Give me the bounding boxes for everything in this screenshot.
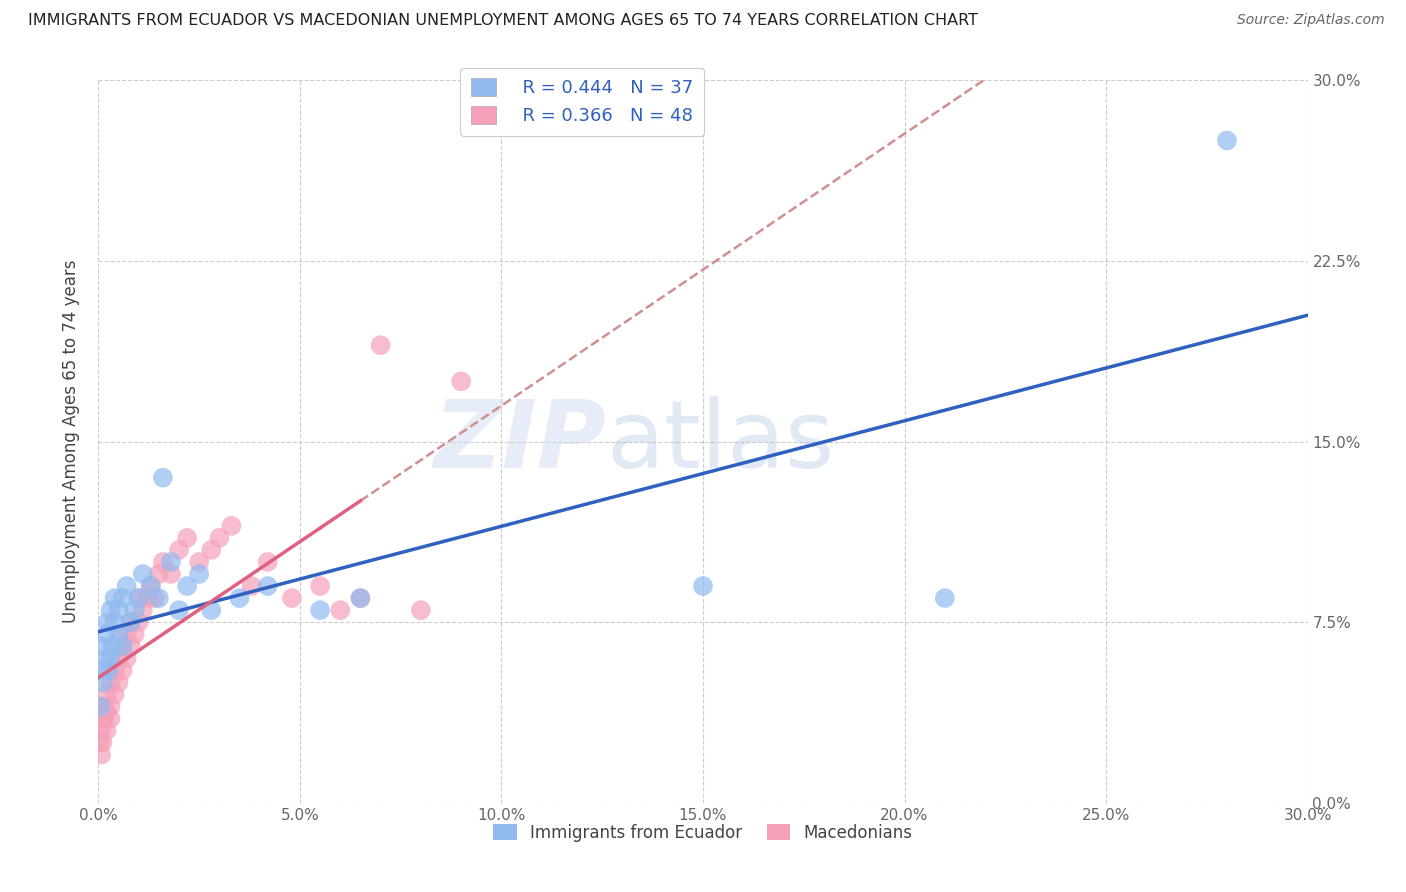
- Point: [370, 338, 392, 352]
- Point: [120, 615, 142, 630]
- Text: Source: ZipAtlas.com: Source: ZipAtlas.com: [1237, 13, 1385, 28]
- Point: [111, 591, 134, 605]
- Point: [89, 699, 111, 714]
- Point: [139, 579, 162, 593]
- Point: [160, 555, 183, 569]
- Point: [132, 567, 155, 582]
- Point: [349, 591, 371, 605]
- Point: [103, 687, 125, 701]
- Legend: Immigrants from Ecuador, Macedonians: Immigrants from Ecuador, Macedonians: [486, 817, 920, 848]
- Point: [135, 591, 157, 605]
- Point: [100, 699, 122, 714]
- Text: atlas: atlas: [606, 395, 835, 488]
- Point: [101, 639, 124, 653]
- Point: [100, 675, 122, 690]
- Point: [256, 579, 278, 593]
- Point: [176, 531, 198, 545]
- Point: [176, 579, 198, 593]
- Point: [409, 603, 432, 617]
- Point: [120, 639, 142, 653]
- Point: [128, 591, 150, 605]
- Point: [200, 542, 222, 557]
- Point: [93, 639, 115, 653]
- Point: [148, 567, 170, 582]
- Point: [103, 664, 125, 678]
- Point: [90, 747, 112, 762]
- Point: [309, 579, 332, 593]
- Point: [107, 651, 129, 665]
- Point: [96, 704, 118, 718]
- Point: [100, 651, 122, 665]
- Point: [228, 591, 250, 605]
- Point: [91, 675, 114, 690]
- Point: [91, 699, 114, 714]
- Point: [111, 664, 134, 678]
- Point: [124, 603, 146, 617]
- Point: [139, 579, 162, 593]
- Point: [89, 735, 111, 749]
- Point: [103, 615, 125, 630]
- Text: ZIP: ZIP: [433, 395, 606, 488]
- Point: [96, 627, 118, 641]
- Point: [160, 567, 183, 582]
- Point: [167, 603, 190, 617]
- Point: [152, 555, 174, 569]
- Point: [120, 615, 142, 630]
- Point: [329, 603, 352, 617]
- Point: [111, 639, 134, 653]
- Point: [100, 712, 122, 726]
- Point: [115, 651, 138, 665]
- Point: [148, 591, 170, 605]
- Point: [91, 735, 114, 749]
- Point: [100, 603, 122, 617]
- Point: [128, 615, 150, 630]
- Point: [107, 627, 129, 641]
- Point: [111, 639, 134, 653]
- Point: [152, 470, 174, 484]
- Point: [124, 627, 146, 641]
- Point: [200, 603, 222, 617]
- Point: [132, 603, 155, 617]
- Point: [96, 723, 118, 738]
- Point: [91, 664, 114, 678]
- Point: [167, 542, 190, 557]
- Point: [128, 591, 150, 605]
- Point: [96, 687, 118, 701]
- Point: [96, 615, 118, 630]
- Point: [349, 591, 371, 605]
- Point: [1216, 133, 1239, 147]
- Point: [934, 591, 956, 605]
- Point: [107, 603, 129, 617]
- Point: [208, 531, 231, 545]
- Point: [188, 567, 211, 582]
- Point: [91, 712, 114, 726]
- Point: [115, 579, 138, 593]
- Point: [93, 712, 115, 726]
- Point: [256, 555, 278, 569]
- Point: [115, 627, 138, 641]
- Point: [188, 555, 211, 569]
- Y-axis label: Unemployment Among Ages 65 to 74 years: Unemployment Among Ages 65 to 74 years: [62, 260, 80, 624]
- Text: IMMIGRANTS FROM ECUADOR VS MACEDONIAN UNEMPLOYMENT AMONG AGES 65 TO 74 YEARS COR: IMMIGRANTS FROM ECUADOR VS MACEDONIAN UN…: [28, 13, 979, 29]
- Point: [281, 591, 304, 605]
- Point: [692, 579, 714, 593]
- Point: [309, 603, 332, 617]
- Point: [97, 664, 120, 678]
- Point: [107, 675, 129, 690]
- Point: [221, 518, 243, 533]
- Point: [240, 579, 263, 593]
- Point: [89, 723, 111, 738]
- Point: [143, 591, 166, 605]
- Point: [96, 651, 118, 665]
- Point: [450, 374, 472, 388]
- Point: [103, 591, 125, 605]
